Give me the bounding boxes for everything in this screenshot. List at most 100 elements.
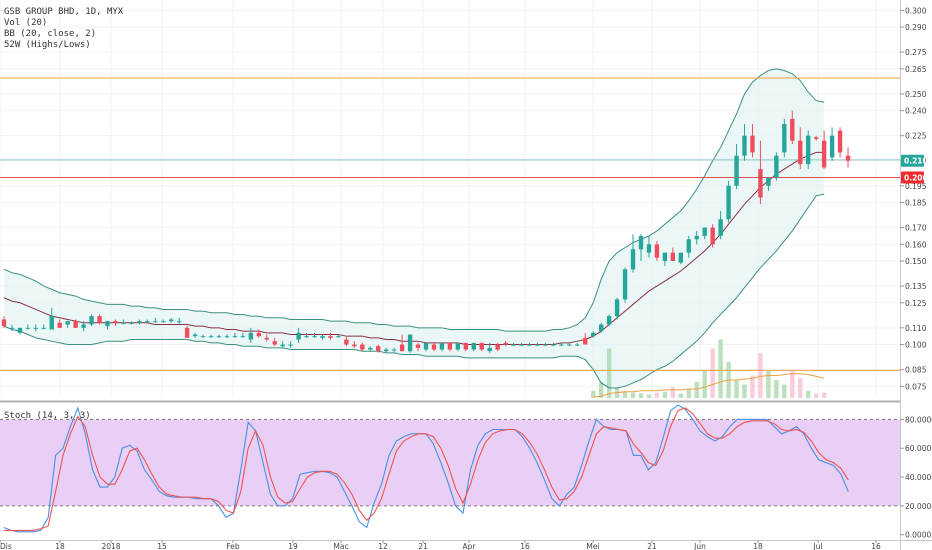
time-tick-label: Mac: [333, 542, 348, 550]
candle-body: [766, 177, 771, 186]
candle-body: [200, 336, 206, 338]
candle-body: [598, 324, 604, 332]
candle-body: [471, 342, 476, 350]
price-tick-label: 0.150: [905, 257, 927, 266]
time-tick-label: 12: [378, 542, 388, 550]
candle-body: [240, 336, 246, 338]
stoch-tick-label: 0.0000: [905, 531, 931, 540]
volume-bar: [702, 371, 707, 398]
candle-body: [1, 319, 7, 327]
candle-body: [551, 344, 556, 346]
candle-body: [49, 316, 54, 330]
stoch-title: Stoch (14, 3, 3): [4, 411, 91, 421]
price-tags: 0.210 0.200: [901, 154, 928, 184]
time-tick-label: 18: [55, 542, 65, 550]
candle-body: [121, 322, 126, 324]
candle-body: [383, 349, 389, 352]
volume-bar: [591, 390, 596, 398]
volume-bar: [806, 390, 811, 398]
candle-body: [798, 140, 803, 165]
candle-body: [431, 344, 437, 350]
candle-body: [248, 332, 254, 340]
candle-body: [535, 344, 540, 346]
volume-bar: [630, 392, 636, 398]
candle-body: [288, 344, 293, 346]
price-tick-label: 0.195: [905, 182, 927, 191]
price-tick-label: 0.290: [905, 23, 927, 32]
volume-bar: [813, 393, 819, 398]
price-tick-label: 0.265: [905, 65, 927, 74]
candle-body: [280, 344, 285, 347]
candle-body: [670, 252, 676, 261]
candle-body: [495, 344, 500, 350]
candle-body: [65, 321, 70, 325]
volume-bar: [710, 348, 715, 398]
candle-body: [559, 344, 564, 346]
time-tick-label: 15: [157, 542, 167, 550]
candle-body: [646, 244, 652, 253]
candle-body: [352, 344, 357, 347]
legend-line-symbol: GSB GROUP BHD, 1D, MYX: [4, 7, 124, 17]
candle-body: [89, 316, 94, 325]
time-tick-label: Feb: [226, 542, 240, 550]
candle-body: [710, 227, 715, 245]
candle-body: [169, 319, 174, 322]
volume-bar: [718, 339, 723, 398]
price-tick-label: 0.125: [905, 299, 927, 308]
volume-bar: [622, 390, 628, 398]
candle-body: [25, 327, 31, 329]
price-tick-label: 0.085: [905, 366, 927, 375]
candle-body: [726, 185, 731, 220]
time-tick-label: 16: [520, 542, 530, 550]
time-tick-label: Dis: [0, 542, 12, 550]
price-tick-label: 0.075: [905, 382, 927, 391]
candle-body: [845, 155, 851, 161]
candle-body: [336, 336, 341, 338]
stoch-tick-label: 20.0000: [905, 502, 932, 511]
stoch-band-fill: [0, 419, 900, 506]
candle-body: [208, 336, 214, 338]
candle-body: [734, 155, 739, 186]
candle-body: [224, 336, 230, 338]
candle-body: [256, 332, 261, 337]
candle-body: [782, 123, 787, 153]
candle-body: [606, 316, 612, 325]
candle-body: [591, 332, 596, 337]
candle-body: [455, 342, 461, 350]
price-tick-label: 0.110: [905, 324, 927, 333]
candle-body: [806, 135, 811, 165]
candle-body: [399, 344, 405, 352]
price-tick-label: 0.275: [905, 48, 927, 57]
candle-body: [829, 135, 835, 158]
volume-bar: [758, 353, 763, 398]
price-tag-label: 0.200: [904, 173, 928, 182]
candle-body: [296, 332, 301, 340]
candle-body: [678, 252, 683, 263]
candle-body: [543, 344, 548, 346]
candle-body: [407, 334, 413, 352]
candle-body: [567, 344, 572, 346]
bollinger-lower-line: [3, 193, 825, 389]
time-tick-label: Jul: [812, 542, 822, 550]
candle-body: [821, 140, 827, 168]
volume-bar: [734, 380, 739, 398]
stoch-band: [0, 418, 900, 507]
candle-body: [583, 337, 588, 345]
stoch-d-line: [3, 407, 849, 531]
price-tick-label: 0.185: [905, 199, 927, 208]
candle-body: [17, 327, 23, 333]
candle-body: [686, 239, 691, 253]
candle-body: [137, 321, 142, 323]
volume-bar: [646, 394, 652, 398]
bollinger-upper-line: [3, 68, 825, 332]
candle-body: [344, 339, 349, 345]
candle-body: [161, 321, 166, 323]
price-tick-label: 0.160: [905, 240, 927, 249]
time-tick-label: 21: [647, 542, 657, 550]
candle-body: [415, 344, 421, 348]
candle-body: [33, 327, 39, 329]
price-tick-label: 0.240: [905, 107, 927, 116]
candle-body: [622, 269, 628, 300]
volume-bar: [750, 375, 755, 398]
